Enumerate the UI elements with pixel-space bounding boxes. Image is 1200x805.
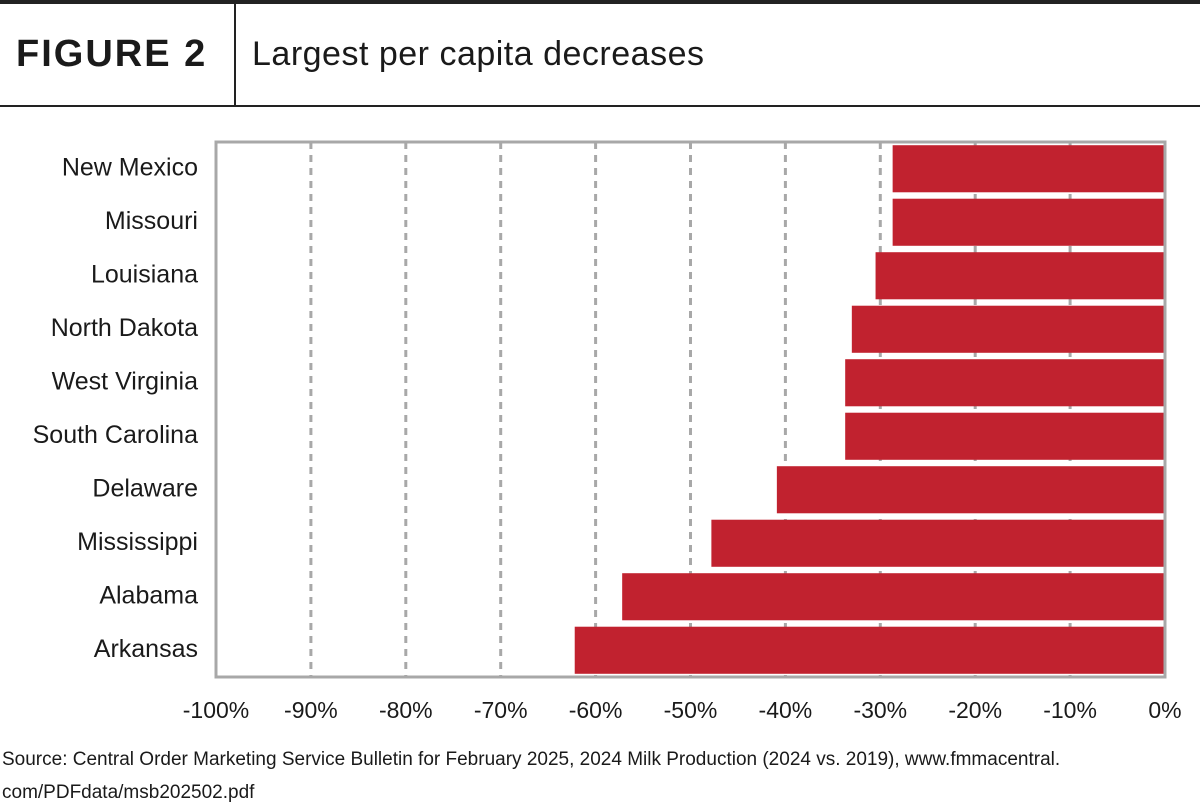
- y-tick-label: Missouri: [105, 207, 198, 235]
- bar: [845, 412, 1165, 460]
- y-tick-label: South Carolina: [33, 421, 198, 449]
- plot-border: [214, 140, 1167, 679]
- y-tick-label: Arkansas: [94, 635, 198, 663]
- x-tick-label: -90%: [284, 697, 338, 723]
- bar: [845, 359, 1165, 407]
- bar: [776, 466, 1165, 514]
- bar: [711, 519, 1165, 567]
- y-tick-label: New Mexico: [62, 153, 198, 181]
- bar: [622, 573, 1165, 621]
- x-tick-label: -70%: [474, 697, 528, 723]
- figure-label: FIGURE 2: [16, 33, 207, 75]
- x-tick-label: -50%: [664, 697, 718, 723]
- source-note: com/PDFdata/msb202502.pdf: [2, 782, 255, 803]
- y-tick-label: Mississippi: [77, 528, 198, 556]
- x-tick-label: -80%: [379, 697, 433, 723]
- y-tick-label: North Dakota: [51, 314, 198, 342]
- x-tick-label: 0%: [1148, 697, 1181, 723]
- bar: [875, 252, 1165, 300]
- x-tick-label: -20%: [948, 697, 1002, 723]
- x-tick-label: -10%: [1043, 697, 1097, 723]
- bar: [851, 305, 1165, 353]
- y-tick-label: Delaware: [92, 474, 198, 502]
- bar: [574, 626, 1165, 674]
- source-note: Source: Central Order Marketing Service …: [2, 749, 1060, 770]
- x-tick-label: -40%: [759, 697, 813, 723]
- bar: [892, 198, 1165, 246]
- chart-title: Largest per capita decreases: [252, 35, 704, 73]
- y-tick-label: Alabama: [99, 581, 198, 609]
- y-tick-label: West Virginia: [52, 367, 198, 395]
- y-tick-label: Louisiana: [91, 260, 198, 288]
- x-tick-label: -30%: [853, 697, 907, 723]
- bar: [892, 145, 1165, 193]
- x-tick-label: -60%: [569, 697, 623, 723]
- x-tick-label: -100%: [183, 697, 249, 723]
